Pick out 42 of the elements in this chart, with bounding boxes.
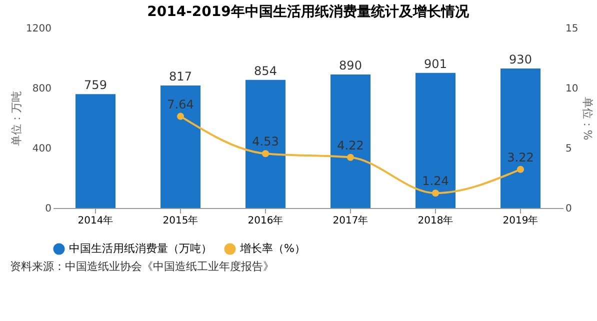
x-tick-label: 2018年 bbox=[418, 214, 454, 226]
data-label: 4.53 bbox=[252, 134, 279, 149]
x-tick-label: 2014年 bbox=[78, 214, 114, 226]
y2-axis-title: 单位：% bbox=[581, 96, 594, 140]
y2-tick-label: 5 bbox=[566, 144, 572, 154]
y2-tick-label: 10 bbox=[566, 84, 578, 94]
bar bbox=[330, 74, 370, 208]
point bbox=[432, 190, 440, 197]
data-label: 817 bbox=[169, 69, 192, 84]
y-tick-label: 0 bbox=[45, 204, 52, 214]
data-label: 4.22 bbox=[337, 138, 364, 152]
x-tick-label: 2019年 bbox=[502, 214, 538, 226]
x-tick-label: 2017年 bbox=[332, 214, 368, 226]
chart-title: 2014-2019年中国生活用纸消费量统计及增长情况 bbox=[147, 3, 470, 20]
bar bbox=[500, 68, 540, 208]
y-tick-label: 800 bbox=[32, 84, 52, 94]
y-axis-title: 单位：万吨 bbox=[10, 91, 24, 146]
data-label: 901 bbox=[424, 56, 447, 71]
legend-label: 增长率（%） bbox=[239, 242, 306, 255]
bar bbox=[246, 80, 286, 208]
data-label: 7.64 bbox=[167, 97, 194, 112]
point bbox=[516, 166, 524, 173]
y-tick-label: 400 bbox=[32, 144, 52, 154]
data-label: 930 bbox=[509, 52, 532, 66]
point bbox=[176, 112, 184, 120]
data-label: 890 bbox=[339, 58, 362, 72]
x-tick-label: 2016年 bbox=[248, 214, 284, 226]
point bbox=[346, 154, 354, 161]
x-tick-label: 2015年 bbox=[162, 214, 198, 226]
legend-label: 中国生活用纸消费量（万吨） bbox=[69, 242, 212, 255]
bar bbox=[76, 94, 116, 208]
bar bbox=[160, 85, 200, 208]
text: 资料来源：中国造纸业协会《中国造纸工业年度报告》 bbox=[9, 259, 275, 275]
bar bbox=[416, 72, 456, 208]
y2-tick-label: 15 bbox=[566, 24, 578, 34]
data-label: 1.24 bbox=[422, 174, 449, 188]
y-tick-label: 1200 bbox=[26, 24, 52, 34]
data-label: 854 bbox=[254, 64, 277, 78]
data-label: 759 bbox=[84, 78, 107, 92]
y2-tick-label: 0 bbox=[566, 204, 572, 214]
point bbox=[262, 150, 270, 158]
data-label: 3.22 bbox=[507, 150, 534, 164]
